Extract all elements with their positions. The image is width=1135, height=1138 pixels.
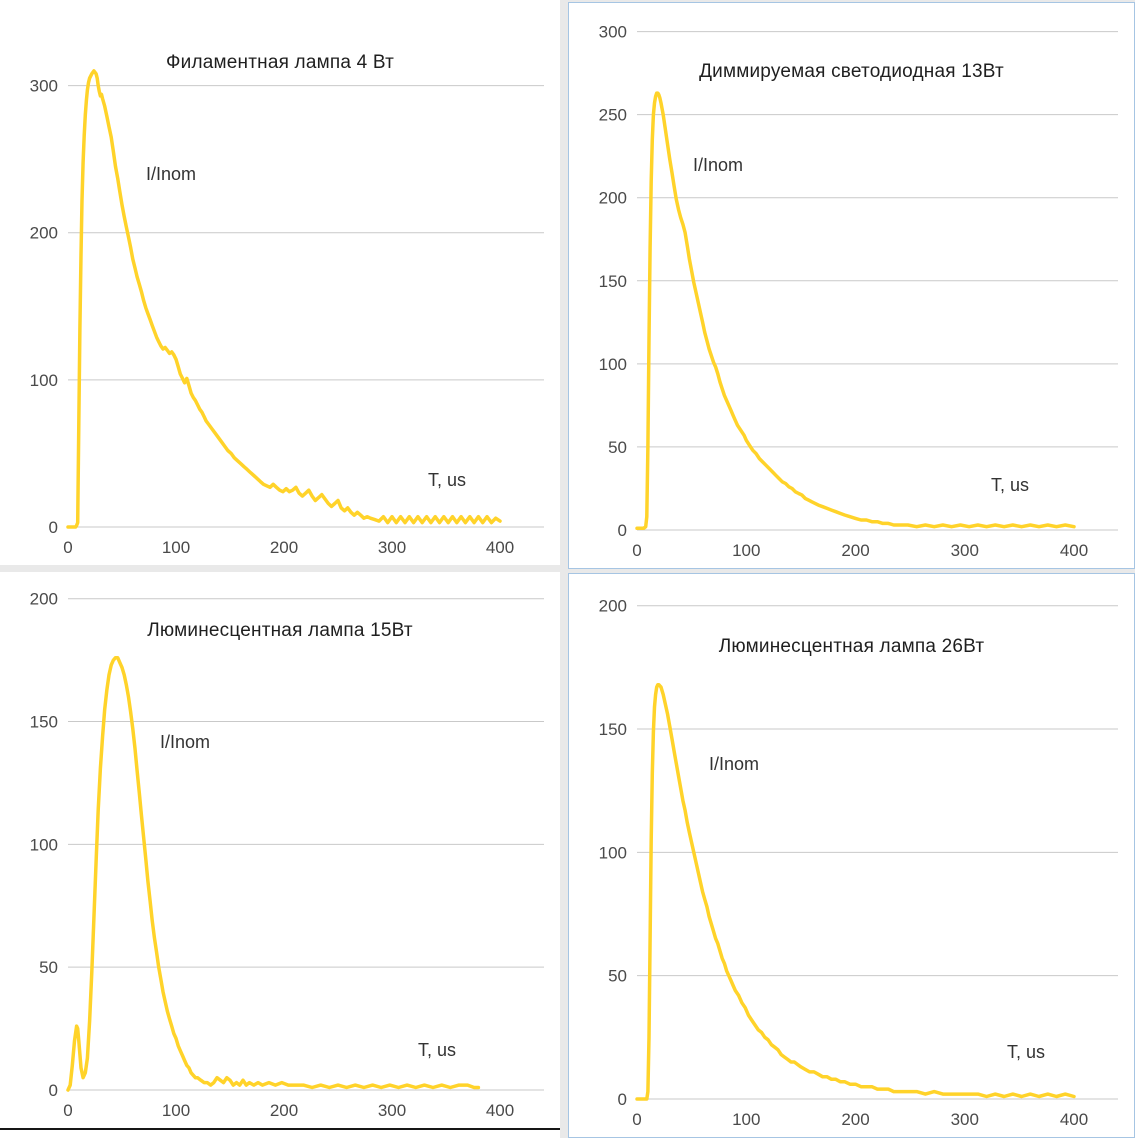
chart-panel-fluorescent-26w: 0 50 100 150 200 0 100 200 300 400 Люминесцентная… — [568, 573, 1135, 1138]
x-axis-label: T, us — [428, 470, 467, 490]
svg-text:300: 300 — [30, 77, 58, 96]
svg-text:200: 200 — [270, 1101, 298, 1120]
svg-text:0: 0 — [632, 1110, 641, 1129]
svg-text:0: 0 — [632, 541, 641, 560]
svg-text:100: 100 — [162, 1101, 190, 1120]
svg-text:50: 50 — [608, 967, 627, 986]
bottom-white-strip — [0, 1130, 560, 1138]
svg-text:100: 100 — [30, 371, 58, 390]
svg-text:300: 300 — [951, 541, 979, 560]
svg-text:200: 200 — [599, 189, 627, 208]
svg-text:200: 200 — [841, 541, 869, 560]
svg-text:0: 0 — [63, 538, 72, 557]
svg-text:300: 300 — [378, 538, 406, 557]
line-plot-fluorescent-15w: 0 50 100 150 200 0 100 200 300 400 — [30, 590, 544, 1120]
svg-text:100: 100 — [732, 1110, 760, 1129]
chart-panel-fluorescent-15w: 0 50 100 150 200 0 100 200 300 400 Люминесцентная… — [0, 572, 560, 1130]
svg-text:200: 200 — [30, 224, 58, 243]
svg-text:0: 0 — [49, 1081, 58, 1100]
svg-text:400: 400 — [1060, 541, 1088, 560]
svg-text:400: 400 — [486, 538, 514, 557]
series-label: I/Inom — [146, 164, 197, 184]
svg-text:300: 300 — [599, 23, 627, 42]
svg-text:250: 250 — [599, 106, 627, 125]
line-plot-fluorescent-26w: 0 50 100 150 200 0 100 200 300 400 — [599, 597, 1118, 1129]
svg-text:100: 100 — [599, 843, 627, 862]
svg-text:300: 300 — [951, 1110, 979, 1129]
svg-text:200: 200 — [599, 597, 627, 616]
x-axis-label: T, us — [418, 1040, 457, 1060]
chart-panel-filament-4w: 0 100 200 300 0 100 200 300 400 Филаментная ламп… — [0, 0, 560, 565]
svg-text:400: 400 — [486, 1101, 514, 1120]
svg-text:150: 150 — [599, 720, 627, 739]
svg-text:50: 50 — [39, 958, 58, 977]
chart-title: Люминесцентная лампа 26Вт — [718, 636, 985, 657]
svg-text:100: 100 — [30, 835, 58, 854]
svg-text:0: 0 — [618, 521, 627, 540]
svg-text:0: 0 — [618, 1090, 627, 1109]
svg-text:150: 150 — [30, 713, 58, 732]
svg-text:200: 200 — [841, 1110, 869, 1129]
chart-title: Люминесцентная лампа 15Вт — [147, 620, 413, 641]
series-label: I/Inom — [709, 754, 760, 774]
svg-text:0: 0 — [63, 1101, 72, 1120]
svg-text:0: 0 — [49, 518, 58, 537]
series-label: I/Inom — [693, 155, 744, 175]
chart-title: Диммируемая светодиодная 13Вт — [699, 61, 1004, 82]
chart-panel-led-13w: 0 50 100 150 200 250 300 0 100 200 300 400 Диммируе… — [568, 2, 1135, 569]
chart-title: Филаментная лампа 4 Вт — [165, 52, 394, 73]
svg-text:400: 400 — [1060, 1110, 1088, 1129]
svg-text:100: 100 — [162, 538, 190, 557]
line-plot-led-13w: 0 50 100 150 200 250 300 0 100 200 300 400 — [599, 23, 1118, 560]
svg-text:300: 300 — [378, 1101, 406, 1120]
svg-text:100: 100 — [732, 541, 760, 560]
series-label: I/Inom — [160, 732, 211, 752]
line-plot-filament-4w: 0 100 200 300 0 100 200 300 400 — [30, 69, 544, 557]
svg-text:200: 200 — [270, 538, 298, 557]
x-axis-label: T, us — [991, 475, 1030, 495]
svg-text:150: 150 — [599, 272, 627, 291]
x-axis-label: T, us — [1007, 1042, 1046, 1062]
svg-text:200: 200 — [30, 590, 58, 609]
svg-text:100: 100 — [599, 355, 627, 374]
svg-text:50: 50 — [608, 438, 627, 457]
